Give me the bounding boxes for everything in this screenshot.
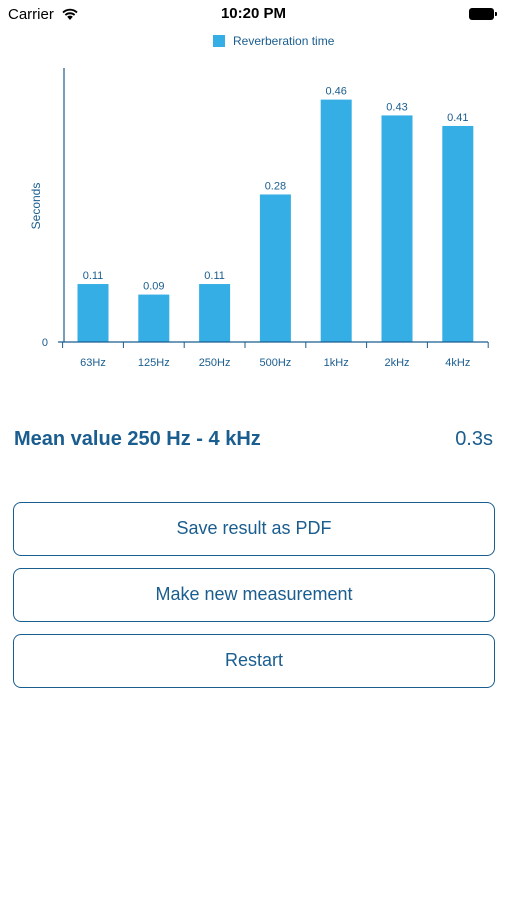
status-time: 10:20 PM (220, 5, 287, 22)
bar-63Hz (77, 284, 109, 342)
bar-value-label: 0.46 (325, 86, 346, 98)
save-pdf-button[interactable]: Save result as PDF (13, 502, 495, 556)
bars-group: 0.11 0.09 0.11 0.28 0.46 0.43 0.41 (77, 86, 474, 342)
bar-125Hz (138, 294, 170, 342)
restart-button[interactable]: Restart (13, 634, 495, 688)
mean-row: Mean value 250 Hz - 4 kHz 0.3s (14, 428, 493, 456)
bar-2kHz (381, 115, 413, 342)
new-measurement-button[interactable]: Make new measurement (13, 568, 495, 622)
x-tick-label: 1kHz (324, 357, 349, 369)
wifi-icon (62, 8, 78, 20)
bar-1kHz (320, 99, 352, 342)
legend-label: Reverberation time (233, 34, 335, 48)
bar-250Hz (199, 284, 231, 342)
reverberation-chart: Reverberation time Seconds 0.11 0.09 0.11 0… (0, 28, 507, 383)
y-axis-label: Seconds (29, 183, 43, 230)
bar-value-label: 0.09 (143, 281, 164, 293)
status-bar: Carrier 10:20 PM (0, 0, 507, 28)
x-tick-label: 2kHz (384, 357, 409, 369)
x-tick-label: 125Hz (138, 357, 170, 369)
axes-group: 0 63Hz 125Hz 250Hz 500Hz 1kHz 2kHz 4kHz (42, 68, 489, 369)
y-tick-label: 0 (42, 337, 48, 349)
bar-value-label: 0.11 (83, 270, 104, 282)
chart-legend: Reverberation time (213, 34, 335, 48)
x-tick-label: 500Hz (260, 357, 292, 369)
bar-value-label: 0.43 (386, 101, 407, 113)
x-tick-label: 250Hz (199, 357, 231, 369)
x-tick-label: 63Hz (80, 357, 106, 369)
bar-value-label: 0.41 (447, 112, 468, 124)
legend-swatch (213, 35, 225, 47)
carrier-label: Carrier (8, 6, 54, 23)
bar-500Hz (259, 194, 291, 342)
mean-value-label: Mean value 250 Hz - 4 kHz (14, 428, 261, 450)
chart-svg: Reverberation time Seconds 0.110.090.110… (29, 34, 489, 369)
x-tick-label: 4kHz (445, 357, 470, 369)
mean-value-number: 0.3s (455, 428, 493, 450)
bar-4kHz (442, 125, 474, 342)
bar-value-label: 0.11 (204, 270, 225, 282)
battery-icon (469, 8, 497, 20)
bar-value-label: 0.28 (265, 180, 286, 192)
